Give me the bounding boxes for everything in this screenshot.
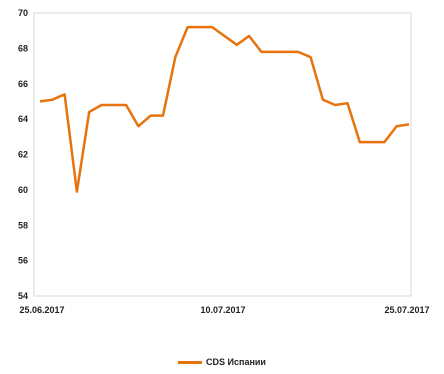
- legend-swatch: [178, 361, 203, 365]
- y-tick-label: 68: [18, 43, 28, 53]
- plot-area-frame: [33, 12, 412, 297]
- y-tick-label: 60: [18, 185, 28, 195]
- series-line: [39, 25, 410, 193]
- x-tick-label-end: 25.07.2017: [384, 305, 429, 315]
- x-tick-label-start: 25.06.2017: [19, 305, 64, 315]
- y-tick-label: 54: [18, 291, 28, 301]
- x-tick-label-mid: 10.07.2017: [200, 305, 245, 315]
- y-tick-label: 56: [18, 256, 28, 266]
- series-group: [39, 25, 410, 193]
- y-tick-label: 70: [18, 8, 28, 18]
- x-axis: 25.06.2017 10.07.2017 25.07.2017: [19, 305, 429, 315]
- legend: CDS Испании: [0, 357, 444, 367]
- y-tick-label: 64: [18, 114, 28, 124]
- y-axis: 54 56 58 60 62 64 66 68 70: [18, 8, 28, 301]
- legend-label: CDS Испании: [206, 357, 266, 367]
- y-tick-label: 58: [18, 220, 28, 230]
- y-tick-label: 66: [18, 79, 28, 89]
- y-tick-label: 62: [18, 150, 28, 160]
